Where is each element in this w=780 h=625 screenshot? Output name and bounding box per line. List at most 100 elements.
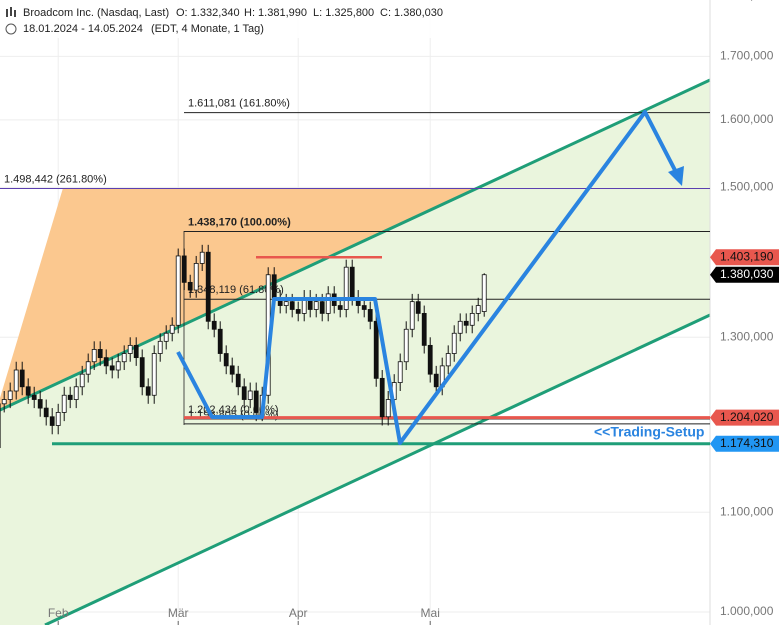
candle-body [373,320,379,379]
candle-body [127,344,133,354]
y-tick-label: 1.500,000 [720,180,774,194]
candle-body [427,344,433,375]
y-tick-label: 1.800,000 [720,0,774,3]
x-tick-label: Apr [289,606,308,620]
candle-body [85,361,91,375]
candle-body [199,251,205,264]
price-tag-label: 1.174,310 [720,436,774,450]
y-tick-label: 1.600,000 [720,112,774,126]
candle-body [13,369,19,392]
price-tag [710,249,779,266]
candle-body [463,320,469,326]
fib-label: 1.438,170 (100.00%) [188,216,291,228]
annotation: <<Trading-Setup [594,424,704,440]
candle-body [451,332,457,354]
candle-body [241,386,247,400]
candle-body [139,357,145,388]
candle-body [163,332,169,342]
candle-body [145,386,151,396]
candle-body [409,301,415,330]
period-note: (EDT, 4 Monate, 1 Tag) [151,23,264,35]
fib-label: 1.498,442 (261.80%) [4,173,107,185]
candle-body [415,301,421,314]
candle-body [235,373,241,388]
fib-label: 1.348,119 (61.80%) [188,284,284,296]
ohlc-close: C: 1.380,030 [380,7,443,19]
candle-body [481,274,487,312]
price-tag [710,435,779,452]
candle-body [49,416,55,426]
price-tag-label: 1.380,030 [720,267,774,281]
candle-body [91,349,97,363]
candle-body [475,305,481,314]
scenario-path [176,110,680,445]
candle-body [253,390,259,413]
candle-body [397,361,403,383]
candle-body [349,266,355,299]
levels: 1.611,081 (161.80%) 1.498,442 (261.80%) 1.… [0,98,710,446]
ohlc-low: L: 1.325,800 [313,7,374,19]
y-tick-label: 1.700,000 [720,49,774,63]
candle-body [43,407,49,418]
header-bg [0,0,460,38]
candle-body [103,357,109,367]
candle-body [115,361,121,371]
candle-body [97,349,103,359]
candle-body [229,365,235,375]
candle-body [211,320,217,330]
candle-body [1,399,7,405]
candle-body [223,353,229,367]
y-tick-label: 1.300,000 [720,329,774,343]
candle-body [25,386,31,396]
candle-body [109,365,115,371]
candle-body [61,394,67,413]
candle-body [433,373,439,388]
candle-body [19,369,25,388]
candle-body [319,301,325,314]
candle-body [7,390,13,400]
x-tick-label: Feb [48,606,69,620]
x-tick-label: Mai [421,606,440,620]
candle-body [457,320,463,334]
channel-lower [44,313,711,625]
candle-body [55,412,61,426]
candle-body [295,309,301,314]
candle-body [337,305,343,310]
y-tick-label: 1.100,000 [720,504,774,518]
candle-body [367,309,373,322]
candle-body [133,344,139,359]
candle-body [361,305,367,310]
candle-body [157,340,163,354]
candle-body [31,394,37,400]
candle-body [37,399,43,409]
candle-body [181,255,187,283]
candle-body [325,293,331,314]
candle-body [283,301,289,306]
date-range: 18.01.2024 - 14.05.2024 [23,23,143,35]
candle-body [385,399,391,418]
axis: 1.800,000 1.700,000 1.600,000 1.500,000 1.30… [48,0,779,625]
clock-icon [5,23,17,35]
price-tag-label: 1.403,190 [720,249,774,263]
candle-body [169,324,175,334]
fib-label: 1.611,081 (161.80%) [188,98,290,110]
ohlc-open: O: 1.332,340 [176,7,240,19]
candle-body [151,353,157,396]
candle-body [79,373,85,388]
candle-body [289,301,295,310]
candle-body [445,353,451,367]
candle-body [271,274,277,299]
x-tick-label: Mär [168,606,189,620]
candle-body [403,328,409,363]
candle-body [121,353,127,363]
candle-body [175,255,181,326]
candle-body [379,377,385,418]
arrow-head [668,166,684,186]
candle-body [469,312,475,326]
candle-body [205,251,211,322]
candle-body [247,390,253,400]
candle-body [67,394,73,400]
candle-body [421,312,427,346]
candle-body [217,328,223,354]
